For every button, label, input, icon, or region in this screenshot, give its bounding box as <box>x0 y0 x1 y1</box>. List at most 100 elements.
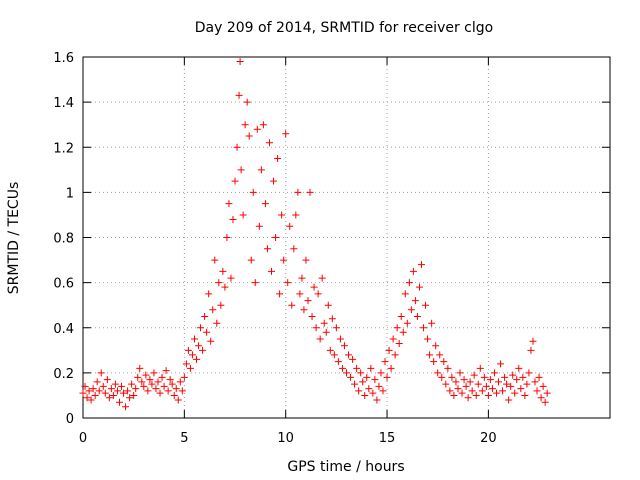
data-point-149 <box>379 387 387 395</box>
chart-title: Day 209 of 2014, SRMTID for receiver clg… <box>195 20 493 36</box>
data-point-96 <box>272 234 280 241</box>
data-point-114 <box>308 312 316 320</box>
data-point-204 <box>490 369 498 377</box>
data-point-6 <box>91 391 99 399</box>
data-point-190 <box>462 382 470 390</box>
data-point-125 <box>330 351 338 359</box>
x-tick-label: 20 <box>480 431 497 446</box>
data-point-187 <box>456 369 464 377</box>
data-point-146 <box>373 396 381 404</box>
data-point-24 <box>128 380 136 388</box>
data-point-80 <box>239 211 247 219</box>
data-point-13 <box>105 394 113 402</box>
data-point-10 <box>99 382 107 390</box>
data-point-46 <box>172 385 180 393</box>
data-point-155 <box>391 351 399 359</box>
data-point-144 <box>369 389 377 397</box>
y-tick-label: 0.8 <box>53 232 74 247</box>
data-point-128 <box>336 335 344 343</box>
data-point-58 <box>197 324 205 332</box>
data-point-171 <box>424 335 432 343</box>
data-point-65 <box>211 256 219 264</box>
data-point-162 <box>405 279 413 287</box>
data-point-203 <box>488 385 496 393</box>
data-point-228 <box>539 382 547 390</box>
data-point-199 <box>480 373 488 381</box>
data-point-118 <box>316 335 324 343</box>
y-tick-label: 0 <box>66 412 74 427</box>
data-point-123 <box>326 346 334 354</box>
data-point-205 <box>492 389 500 397</box>
data-point-142 <box>365 385 373 393</box>
data-point-108 <box>296 290 304 298</box>
data-point-77 <box>235 91 243 99</box>
data-point-173 <box>428 319 436 327</box>
data-point-167 <box>415 283 423 291</box>
data-point-198 <box>478 387 486 395</box>
data-point-156 <box>393 324 401 332</box>
data-point-226 <box>535 373 543 381</box>
data-point-82 <box>243 98 251 106</box>
data-point-100 <box>280 256 288 264</box>
data-point-54 <box>188 351 196 359</box>
data-point-16 <box>111 380 119 388</box>
data-point-27 <box>134 373 142 381</box>
data-point-5 <box>89 385 97 393</box>
data-point-160 <box>401 290 409 298</box>
data-point-3 <box>85 387 93 395</box>
data-point-220 <box>523 380 531 388</box>
data-point-61 <box>203 328 211 336</box>
data-point-152 <box>385 346 393 354</box>
data-point-208 <box>499 387 507 395</box>
data-point-131 <box>343 369 350 377</box>
data-point-19 <box>118 382 126 390</box>
x-tick-label: 15 <box>379 431 396 446</box>
data-point-229 <box>541 398 549 406</box>
data-point-192 <box>466 378 474 386</box>
data-point-29 <box>138 378 146 386</box>
data-point-72 <box>225 200 233 208</box>
data-point-2 <box>83 394 91 402</box>
data-point-47 <box>174 396 182 404</box>
data-point-90 <box>259 121 267 129</box>
data-point-219 <box>521 391 529 399</box>
data-point-59 <box>199 346 207 354</box>
y-tick-label: 1.4 <box>53 96 74 111</box>
data-point-186 <box>454 385 462 393</box>
data-point-140 <box>361 391 369 399</box>
data-point-86 <box>251 279 259 287</box>
data-point-55 <box>190 335 198 343</box>
data-point-53 <box>186 364 194 372</box>
data-point-38 <box>156 389 164 397</box>
data-point-127 <box>334 358 342 366</box>
data-point-9 <box>97 369 105 377</box>
data-point-8 <box>95 387 103 395</box>
data-point-158 <box>397 312 405 320</box>
data-point-179 <box>440 358 448 366</box>
data-point-223 <box>529 337 537 345</box>
data-point-66 <box>213 319 221 327</box>
data-point-115 <box>310 283 318 291</box>
data-point-157 <box>395 340 403 348</box>
data-point-225 <box>533 387 541 395</box>
data-point-215 <box>513 376 521 384</box>
data-point-153 <box>387 364 395 372</box>
data-point-52 <box>184 346 192 354</box>
data-point-81 <box>241 121 249 129</box>
data-point-67 <box>215 279 223 287</box>
data-point-17 <box>113 387 121 395</box>
data-point-202 <box>486 376 494 384</box>
data-point-99 <box>278 211 286 219</box>
data-point-134 <box>349 355 357 363</box>
data-point-174 <box>430 358 438 366</box>
data-point-42 <box>164 387 172 395</box>
data-point-147 <box>375 382 383 390</box>
data-point-48 <box>176 378 184 386</box>
data-point-137 <box>355 387 363 395</box>
data-point-78 <box>236 58 244 66</box>
y-axis-label: SRMTID / TECUs <box>6 182 22 295</box>
plot-frame <box>82 56 611 419</box>
data-point-63 <box>207 337 215 345</box>
y-tick-label: 0.2 <box>53 367 74 382</box>
data-point-89 <box>257 166 265 174</box>
